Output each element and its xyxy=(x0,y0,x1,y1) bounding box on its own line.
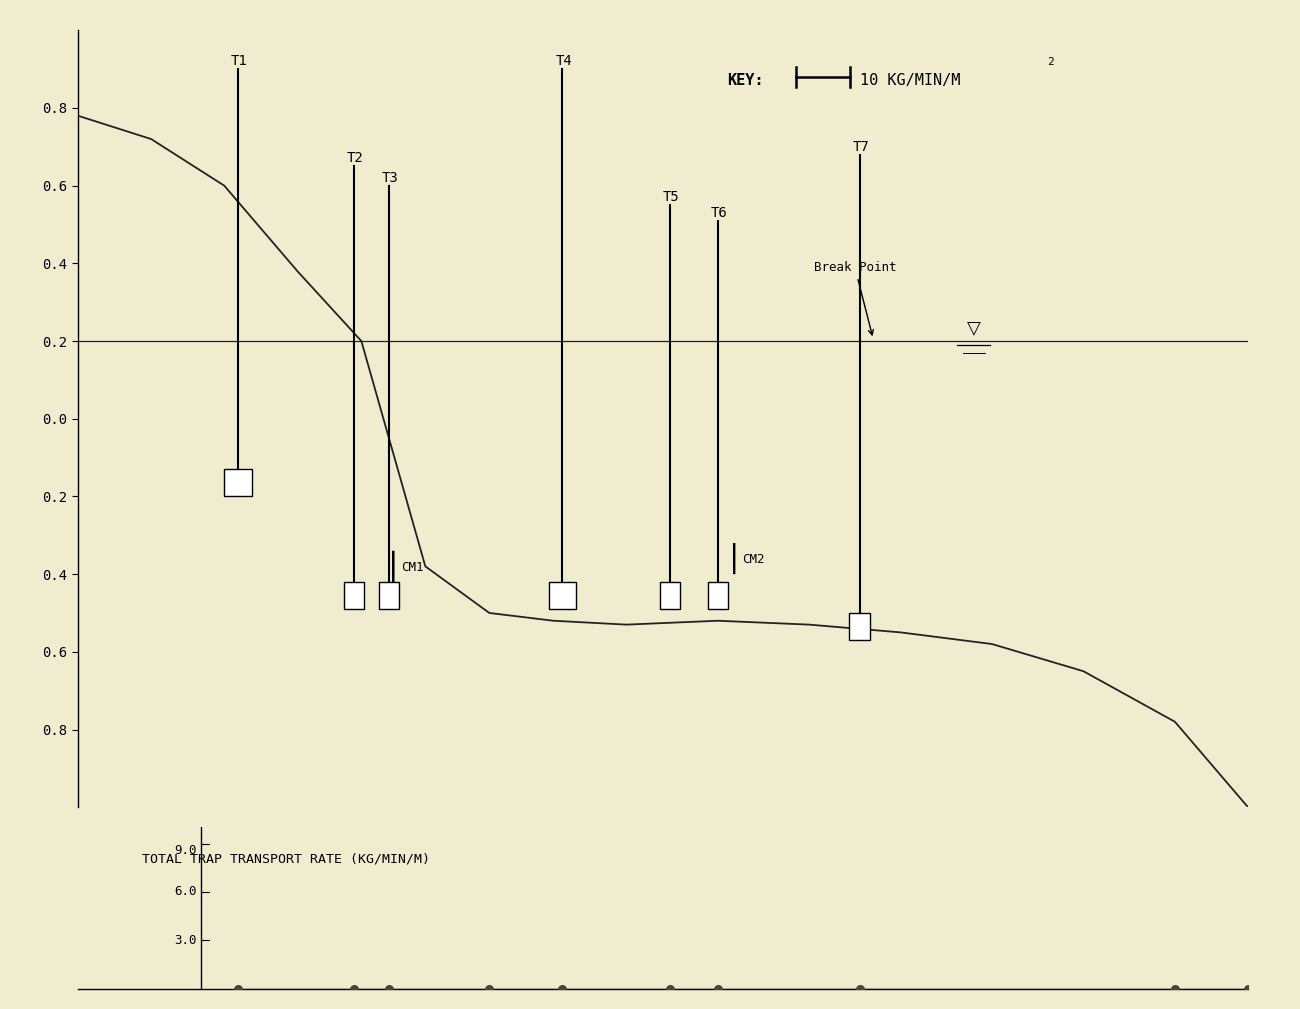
Bar xyxy=(660,582,680,609)
Text: T2: T2 xyxy=(347,151,364,165)
Bar xyxy=(707,582,728,609)
Point xyxy=(707,981,728,997)
Point xyxy=(478,981,499,997)
Bar xyxy=(224,469,252,496)
Point xyxy=(343,981,364,997)
Text: 2: 2 xyxy=(1046,58,1054,68)
Point xyxy=(1165,981,1186,997)
Point xyxy=(378,981,399,997)
Text: T4: T4 xyxy=(555,54,572,69)
Point xyxy=(849,981,870,997)
Point xyxy=(660,981,681,997)
Text: T7: T7 xyxy=(853,139,868,153)
Text: 10 KG/MIN/M: 10 KG/MIN/M xyxy=(859,74,959,88)
Bar xyxy=(378,582,399,609)
Bar xyxy=(344,582,364,609)
Text: ▽: ▽ xyxy=(967,319,980,337)
Text: Break Point: Break Point xyxy=(814,261,896,335)
Text: TOTAL TRAP TRANSPORT RATE (KG/MIN/M): TOTAL TRAP TRANSPORT RATE (KG/MIN/M) xyxy=(142,853,430,866)
Bar xyxy=(849,612,870,640)
Bar xyxy=(549,582,576,609)
Text: T5: T5 xyxy=(663,190,680,204)
Text: CM2: CM2 xyxy=(741,553,764,566)
Text: KEY:: KEY: xyxy=(727,74,763,88)
Text: 9.0: 9.0 xyxy=(174,844,196,857)
Text: 3.0: 3.0 xyxy=(174,934,196,946)
Point xyxy=(1238,981,1258,997)
Point xyxy=(552,981,573,997)
Text: T3: T3 xyxy=(381,171,398,185)
Text: T6: T6 xyxy=(711,206,727,220)
Text: T1: T1 xyxy=(230,54,247,69)
Point xyxy=(227,981,248,997)
Text: 6.0: 6.0 xyxy=(174,886,196,898)
Text: CM1: CM1 xyxy=(400,561,424,574)
